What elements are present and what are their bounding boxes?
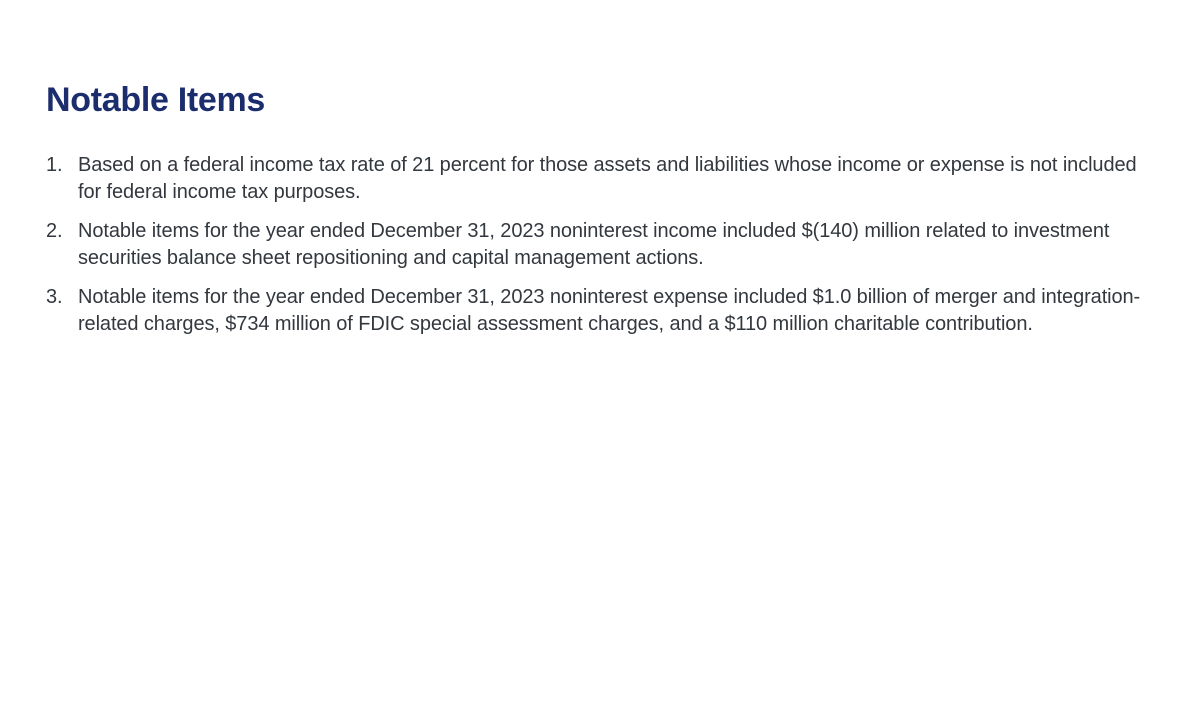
- note-item: 3. Notable items for the year ended Dece…: [46, 284, 1150, 338]
- slide-title: Notable Items: [46, 81, 266, 119]
- note-number: 1.: [46, 154, 63, 176]
- note-number: 2.: [46, 220, 63, 242]
- note-number: 3.: [46, 286, 63, 308]
- note-item: 2. Notable items for the year ended Dece…: [46, 218, 1150, 272]
- slide-footer: U.S. Bancorp 12: [0, 664, 1200, 728]
- note-text: Based on a federal income tax rate of 21…: [78, 154, 1137, 203]
- note-text: Notable items for the year ended Decembe…: [78, 220, 1110, 269]
- note-text: Notable items for the year ended Decembe…: [78, 286, 1141, 335]
- note-item: 1. Based on a federal income tax rate of…: [46, 152, 1150, 206]
- notes-list: 1. Based on a federal income tax rate of…: [46, 152, 1150, 350]
